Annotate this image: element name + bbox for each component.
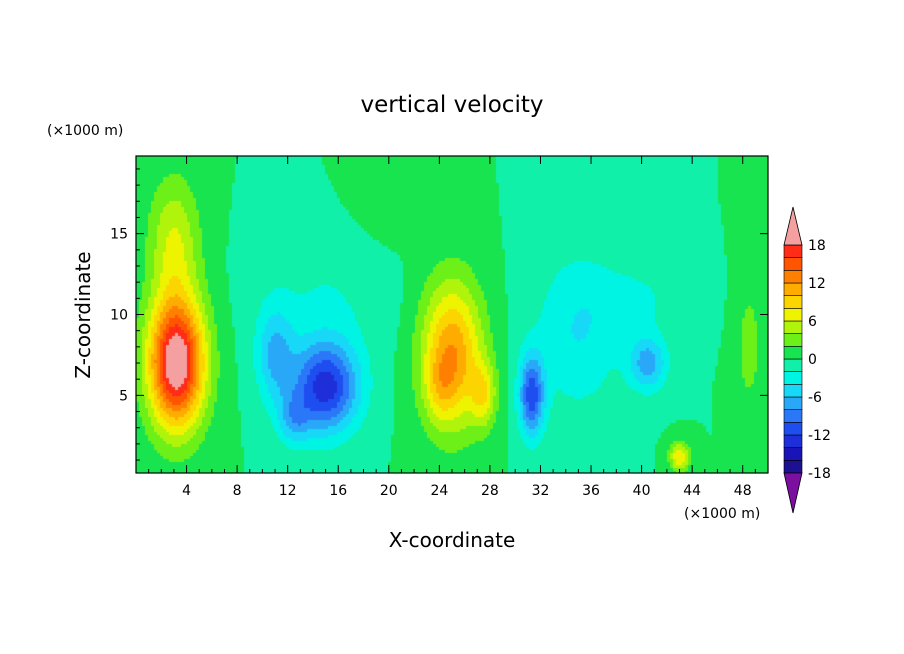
- colorbar-tick-label: 18: [808, 238, 826, 254]
- colorbar-bin: [783, 308, 803, 322]
- colorbar-tick-label: -12: [808, 428, 831, 444]
- x-tick-label: 28: [481, 483, 499, 499]
- x-tick-label: 36: [582, 483, 600, 499]
- y-axis: 5 10 15: [110, 168, 768, 461]
- colorbar-bin: [783, 244, 803, 258]
- x-tick-label: 48: [734, 483, 752, 499]
- y-tick-label: 10: [110, 308, 128, 324]
- colorbar-bin: [783, 333, 803, 347]
- y-tick-label: 15: [110, 227, 128, 243]
- x-tick-label: 44: [683, 483, 701, 499]
- contour-raster: [136, 156, 768, 473]
- x-tick-label: 8: [233, 483, 242, 499]
- x-tick-label: 4: [182, 483, 191, 499]
- colorbar-bin: [783, 409, 803, 423]
- colorbar-bin: [783, 447, 803, 461]
- colorbar-max-extension: [783, 206, 803, 246]
- colorbar-tick-label: 6: [808, 314, 817, 330]
- x-tick-label: 40: [633, 483, 651, 499]
- x-tick-label: 20: [380, 483, 398, 499]
- colorbar-tick-label: -6: [808, 390, 822, 406]
- colorbar-bin: [783, 257, 803, 271]
- colorbar-bin: [783, 422, 803, 436]
- colorbar-bin: [783, 358, 803, 372]
- contour-field: [136, 156, 768, 473]
- y-tick-label: 5: [119, 388, 128, 404]
- chart-title: vertical velocity: [361, 92, 544, 118]
- colorbar-bin: [783, 371, 803, 385]
- x-unit-label: (×1000 m): [684, 506, 760, 522]
- colorbar-bin: [783, 346, 803, 360]
- x-tick-label: 24: [430, 483, 448, 499]
- colorbar-tick-label: 12: [808, 276, 826, 292]
- y-axis-label: Z-coordinate: [71, 251, 95, 378]
- x-axis-label: X-coordinate: [389, 528, 516, 552]
- colorbar-tick-label: -18: [808, 466, 831, 482]
- colorbar-bin: [783, 282, 803, 296]
- colorbar-bin: [783, 320, 803, 334]
- colorbar-bin: [783, 460, 803, 474]
- colorbar-bin: [783, 295, 803, 309]
- x-axis: 4 8 12 16 20 24 28 32 36 40 44 48: [148, 156, 756, 499]
- colorbar-bin: [783, 270, 803, 284]
- colorbar: 18 12 6 0 -6 -12 -18: [783, 206, 831, 514]
- y-unit-label: (×1000 m): [47, 123, 123, 139]
- colorbar-min-extension: [783, 472, 803, 514]
- colorbar-bin: [783, 384, 803, 398]
- x-tick-label: 12: [279, 483, 297, 499]
- colorbar-bin: [783, 396, 803, 410]
- x-tick-label: 16: [329, 483, 347, 499]
- colorbar-tick-label: 0: [808, 352, 817, 368]
- colorbar-bin: [783, 434, 803, 448]
- x-tick-label: 32: [532, 483, 550, 499]
